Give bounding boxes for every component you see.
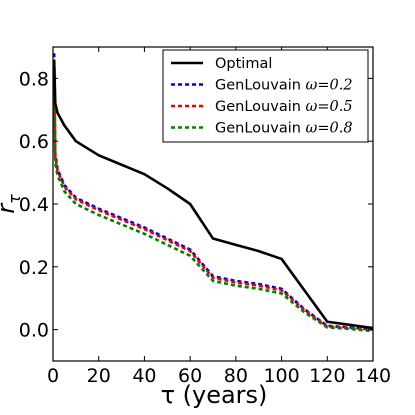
x-tick-label: 0 bbox=[47, 365, 59, 387]
y-tick-label: 0.0 bbox=[19, 320, 49, 342]
legend-label-prefix: GenLouvain bbox=[215, 99, 306, 115]
legend-label-math: ω=0.8 bbox=[306, 121, 353, 137]
legend-label-prefix: GenLouvain bbox=[215, 78, 306, 94]
y-tick-label: 0.6 bbox=[19, 131, 49, 153]
legend-label-math: ω=0.5 bbox=[306, 99, 353, 115]
y-tick-label: 0.8 bbox=[19, 68, 49, 90]
legend-label-math: ω=0.2 bbox=[306, 78, 353, 94]
tick-layer: 0 20 40 60 80 100 120 140 0.0 0.2 0.4 0.6 0.8 bbox=[19, 47, 391, 387]
series-line-genlouvain-0-5 bbox=[53, 62, 373, 331]
y-axis-label-subscript: τ bbox=[5, 194, 24, 204]
x-tick-label: 20 bbox=[87, 365, 111, 387]
x-tick-label: 40 bbox=[132, 365, 156, 387]
y-tick-label: 0.4 bbox=[19, 194, 49, 216]
legend-label-genlouvain-0-5: GenLouvain ω=0.5 bbox=[215, 99, 353, 115]
x-tick-label: 100 bbox=[263, 365, 299, 387]
y-axis-label-text: rτ bbox=[0, 194, 24, 214]
x-tick-label: 80 bbox=[224, 365, 248, 387]
legend-label-genlouvain-0-2: GenLouvain ω=0.2 bbox=[215, 78, 353, 94]
series-layer bbox=[53, 53, 373, 333]
x-axis-label: τ (years) bbox=[161, 381, 268, 409]
legend-box bbox=[162, 49, 369, 143]
y-axis-label: rτ bbox=[0, 194, 24, 214]
legend-label-prefix: GenLouvain bbox=[215, 121, 306, 137]
legend-label-optimal: Optimal bbox=[215, 56, 272, 72]
x-tick-label: 60 bbox=[178, 365, 202, 387]
x-tick-label: 120 bbox=[309, 365, 345, 387]
legend-label-genlouvain-0-8: GenLouvain ω=0.8 bbox=[215, 121, 353, 137]
series-line-genlouvain-0-8 bbox=[53, 65, 373, 333]
y-tick-label: 0.2 bbox=[19, 257, 49, 279]
series-line-optimal bbox=[53, 59, 373, 330]
x-tick-label: 140 bbox=[355, 365, 391, 387]
y-axis-label-main: r bbox=[0, 202, 20, 214]
